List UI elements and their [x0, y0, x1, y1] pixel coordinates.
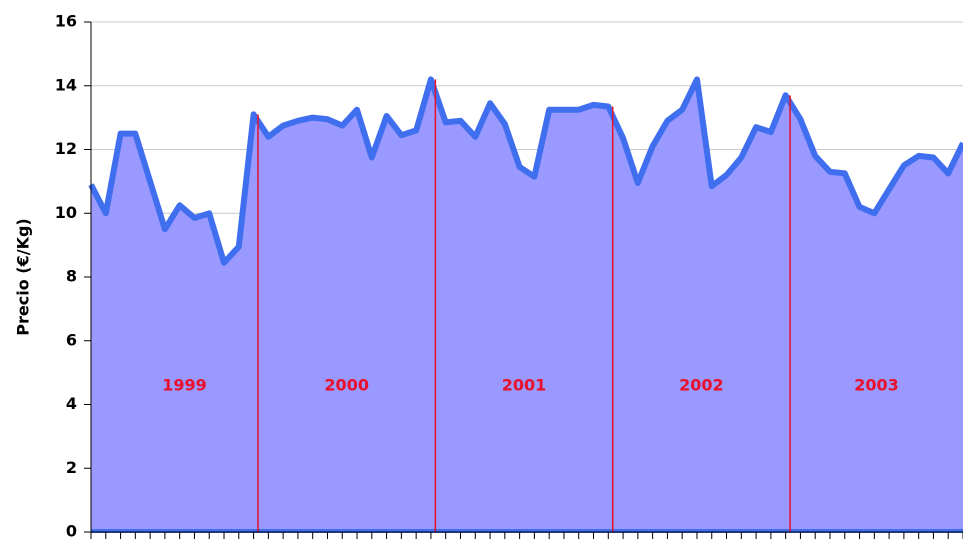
- y-tick-label: 2: [66, 458, 77, 477]
- year-label: 2001: [502, 376, 547, 395]
- line: [88, 76, 963, 266]
- year-label: 2003: [854, 376, 899, 395]
- y-tick-label: 10: [55, 203, 77, 222]
- y-tick-label: 4: [66, 394, 77, 413]
- y-tick-label: 12: [55, 139, 77, 158]
- area: [91, 79, 963, 533]
- year-label: 2002: [679, 376, 724, 395]
- y-tick-label: 14: [55, 75, 77, 94]
- y-tick-label: 6: [66, 330, 77, 349]
- year-label: 1999: [162, 376, 207, 395]
- y-tick-label: 0: [66, 522, 77, 541]
- y-tick-label: 8: [66, 267, 77, 286]
- year-label: 2000: [324, 376, 369, 395]
- y-tick-label: 16: [55, 12, 77, 31]
- y-axis-label: Precio (€/Kg): [14, 218, 33, 335]
